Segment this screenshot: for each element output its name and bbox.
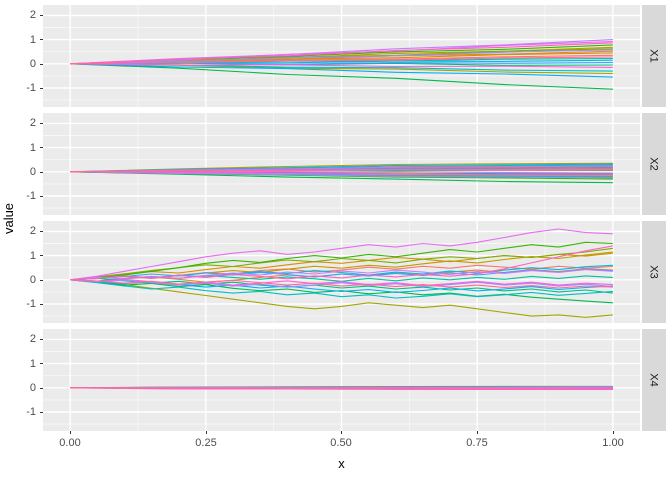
facet-strip-x3: X3 — [642, 221, 666, 323]
y-tick-label: 2 — [29, 117, 36, 129]
y-tick-label: -1 — [26, 406, 36, 418]
y-tick-mark — [40, 88, 43, 89]
series-line — [70, 279, 613, 299]
facet-strip-label: X4 — [648, 373, 660, 387]
y-tick-label: 1 — [29, 142, 36, 154]
y-tick-label: 2 — [29, 9, 36, 21]
facet-strip-x4: X4 — [642, 329, 666, 431]
facet-strip-x2: X2 — [642, 113, 666, 215]
y-tick-mark — [40, 39, 43, 40]
y-tick-mark — [40, 304, 43, 305]
x-tick-mark — [477, 431, 478, 434]
y-tick-label: 0 — [29, 274, 36, 286]
facet-strip-label: X2 — [648, 157, 660, 171]
facet-panel-x4 — [43, 329, 640, 431]
series-line — [70, 279, 613, 289]
series-line — [70, 168, 613, 173]
y-tick-label: -1 — [26, 190, 36, 202]
facet-row-x4: 2 1 0 -1 X4 — [0, 329, 672, 431]
facet-row-x3: 2 1 0 -1 X3 — [0, 221, 672, 323]
x-tick-label: 1.00 — [602, 437, 624, 449]
y-axis-title-area: value — [0, 0, 17, 436]
series-line — [70, 171, 613, 184]
facet-strip-x1: X1 — [642, 5, 666, 107]
series-line — [70, 279, 613, 288]
y-tick-label: 0 — [29, 382, 36, 394]
y-tick-mark — [40, 339, 43, 340]
series-line — [70, 387, 613, 391]
facet-strip-label: X3 — [648, 265, 660, 279]
series-line — [70, 163, 613, 173]
y-tick-mark — [40, 280, 43, 281]
series-line — [70, 171, 613, 174]
y-tick-mark — [40, 363, 43, 364]
x-tick-mark — [70, 431, 71, 434]
series-line — [70, 171, 613, 179]
x-tick-mark — [341, 431, 342, 434]
series-line — [70, 279, 613, 318]
facet-row-x2: 2 1 0 -1 X2 — [0, 113, 672, 215]
y-tick-label: -1 — [26, 82, 36, 94]
series-line — [70, 63, 613, 90]
y-tick-label: 0 — [29, 166, 36, 178]
y-tick-label: 1 — [29, 358, 36, 370]
facet-plot-area-x4 — [43, 329, 640, 431]
y-axis-tick-labels: 2 1 0 -1 — [0, 329, 36, 431]
x-tick-label: 0.25 — [195, 437, 217, 449]
x-tick-label: 0.00 — [59, 437, 81, 449]
y-axis-tick-labels: 2 1 0 -1 — [0, 5, 36, 107]
y-tick-mark — [40, 388, 43, 389]
x-axis-title: x — [338, 456, 345, 471]
series-line — [70, 56, 613, 65]
facet-plot-area-x1 — [43, 5, 640, 107]
series-line — [70, 49, 613, 65]
y-tick-mark — [40, 15, 43, 16]
series-line — [70, 268, 613, 281]
x-tick-label: 0.50 — [330, 437, 352, 449]
facet-panel-x2 — [43, 113, 640, 215]
series-line — [70, 63, 613, 78]
series-line — [70, 279, 613, 304]
series-line — [70, 241, 613, 281]
y-tick-mark — [40, 172, 43, 173]
y-tick-label: 1 — [29, 250, 36, 262]
y-tick-label: 2 — [29, 225, 36, 237]
facet-strip-label: X1 — [648, 49, 660, 63]
y-axis-title: value — [1, 202, 17, 234]
y-tick-label: 1 — [29, 34, 36, 46]
series-line — [70, 42, 613, 65]
y-tick-mark — [40, 123, 43, 124]
y-tick-mark — [40, 255, 43, 256]
y-axis-tick-labels: 2 1 0 -1 — [0, 221, 36, 323]
y-tick-mark — [40, 196, 43, 197]
x-tick-mark — [613, 431, 614, 434]
y-tick-label: 0 — [29, 58, 36, 70]
facet-panel-x3 — [43, 221, 640, 323]
series-line — [70, 165, 613, 173]
x-tick-mark — [206, 431, 207, 434]
facet-plot-area-x2 — [43, 113, 640, 215]
facet-panel-x1 — [43, 5, 640, 107]
y-tick-mark — [40, 64, 43, 65]
y-tick-mark — [40, 412, 43, 413]
series-line — [70, 245, 613, 281]
y-tick-mark — [40, 147, 43, 148]
series-line — [70, 63, 613, 68]
y-tick-label: -1 — [26, 298, 36, 310]
y-tick-label: 2 — [29, 333, 36, 345]
series-line — [70, 228, 613, 281]
y-tick-mark — [40, 231, 43, 232]
facet-row-x1: 2 1 0 -1 X1 — [0, 5, 672, 107]
y-axis-tick-labels: 2 1 0 -1 — [0, 113, 36, 215]
x-tick-label: 0.75 — [466, 437, 488, 449]
facet-plot-area-x3 — [43, 221, 640, 323]
